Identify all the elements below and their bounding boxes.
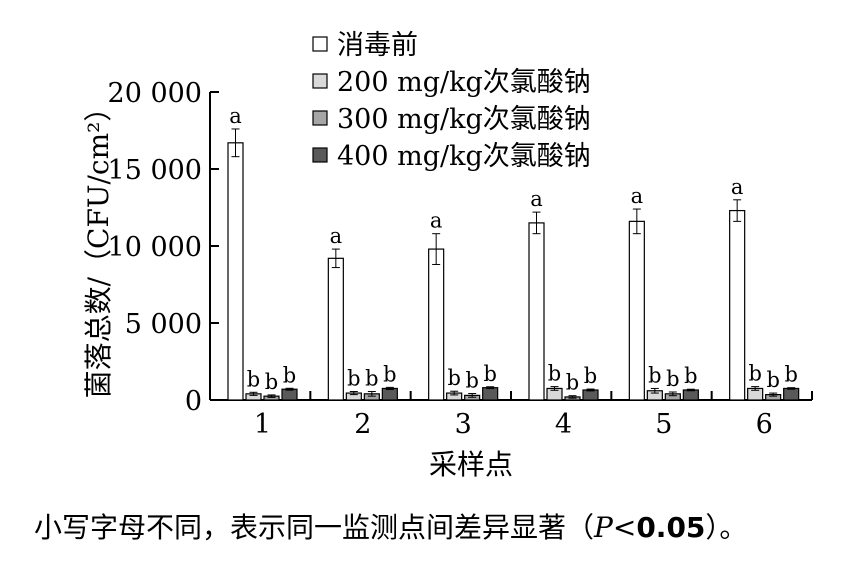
bar <box>582 389 599 401</box>
bar <box>381 387 398 401</box>
significance-label: b <box>684 364 697 388</box>
legend-label: 200 mg/kg次氯酸钠 <box>337 67 591 98</box>
footnote-prefix: 小写字母不同，表示同一监测点间差异显著（ <box>34 511 595 544</box>
significance-label: b <box>465 369 478 393</box>
bar <box>729 209 746 401</box>
y-tick-label: 0 <box>185 386 202 417</box>
significance-label: b <box>447 366 460 390</box>
significance-label: b <box>283 363 296 387</box>
legend-swatch <box>312 110 328 126</box>
bar <box>628 220 645 401</box>
footnote-operator: < <box>612 511 637 544</box>
significance-label: b <box>548 362 561 386</box>
x-tick-label: 5 <box>655 409 672 440</box>
significance-label: a <box>631 184 644 208</box>
significance-label: a <box>731 175 744 199</box>
x-tick-label: 1 <box>254 409 271 440</box>
x-axis-label: 采样点 <box>429 448 513 481</box>
legend-label: 400 mg/kg次氯酸钠 <box>337 141 591 172</box>
y-tick-label: 10 000 <box>108 232 202 263</box>
bar <box>482 387 499 401</box>
footnote-value: 0.05 <box>636 511 706 544</box>
legend-swatch <box>312 36 328 52</box>
bar <box>783 387 800 401</box>
footnote: 小写字母不同，表示同一监测点间差异显著（P<0.05）。 <box>34 510 747 546</box>
bar <box>428 248 445 401</box>
significance-label: a <box>530 187 543 211</box>
bar <box>682 389 699 401</box>
significance-label: a <box>330 224 343 248</box>
significance-label: a <box>430 209 443 233</box>
significance-label: a <box>229 104 242 128</box>
y-tick-label: 20 000 <box>108 78 202 109</box>
y-tick-label: 5 000 <box>125 309 202 340</box>
significance-label: b <box>265 370 278 394</box>
significance-label: b <box>365 367 378 391</box>
x-tick-label: 2 <box>354 409 371 440</box>
significance-label: b <box>666 367 679 391</box>
significance-label: b <box>584 364 597 388</box>
x-tick-label: 3 <box>455 409 472 440</box>
x-tick-label: 4 <box>555 409 572 440</box>
bar <box>528 222 545 401</box>
significance-label: b <box>383 362 396 386</box>
bar <box>281 388 298 401</box>
significance-label: b <box>483 362 496 386</box>
legend-swatch <box>312 73 328 89</box>
significance-label: b <box>247 367 260 391</box>
footnote-p-symbol: P <box>594 511 613 544</box>
significance-label: b <box>648 363 661 387</box>
significance-label: b <box>566 371 579 395</box>
significance-label: b <box>347 367 360 391</box>
footnote-suffix: ）。 <box>705 511 748 544</box>
legend-swatch <box>312 147 328 163</box>
bar <box>227 142 244 401</box>
significance-label: b <box>748 362 761 386</box>
legend-label: 消毒前 <box>337 30 418 61</box>
legend: 消毒前 200 mg/kg次氯酸钠 300 mg/kg次氯酸钠 400 mg/kg次氯… <box>312 30 591 172</box>
y-axis-label: 菌落总数/（CFU/cm²） <box>82 94 115 399</box>
axes: 0 5 000 10 000 15 000 20 000 1 2 3 4 5 6 采样点 菌落总数/（C… <box>82 78 813 481</box>
significance-label: b <box>784 363 797 387</box>
bar <box>327 257 344 401</box>
bars <box>227 128 800 401</box>
legend-label: 300 mg/kg次氯酸钠 <box>337 104 591 135</box>
bar-chart: 消毒前 200 mg/kg次氯酸钠 300 mg/kg次氯酸钠 400 mg/kg次氯… <box>82 30 813 481</box>
y-tick-label: 15 000 <box>108 155 202 186</box>
x-tick-label: 6 <box>756 409 773 440</box>
significance-label: b <box>766 368 779 392</box>
